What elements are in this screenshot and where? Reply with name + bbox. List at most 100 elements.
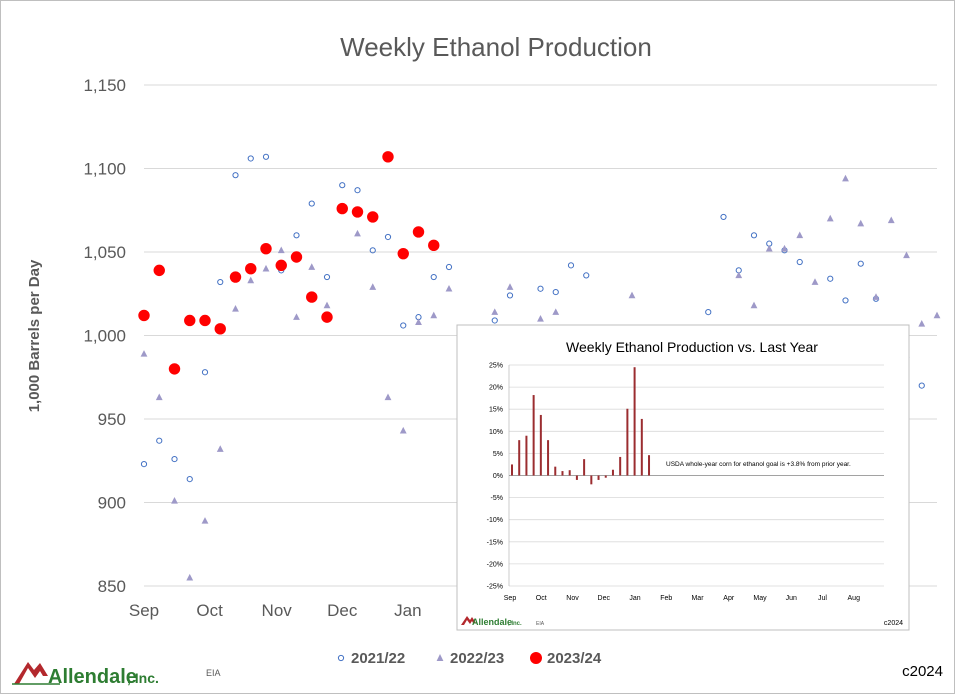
inset-bar: [640, 418, 643, 476]
point-2021-22: [506, 292, 514, 299]
data-points: [138, 151, 941, 581]
inset-y-tick-label: 10%: [489, 429, 503, 436]
point-2022-23: [887, 216, 895, 224]
inset-logo: Allendale , Inc.: [461, 616, 522, 627]
point-2021-22: [827, 275, 834, 282]
point-2021-22: [842, 297, 849, 304]
point-2022-23: [399, 426, 407, 434]
point-2021-22: [567, 262, 575, 269]
point-2022-23: [323, 301, 331, 309]
point-2021-22: [156, 437, 163, 444]
point-2023-24: [321, 311, 333, 323]
point-2023-24: [397, 247, 409, 260]
inset-annotation: USDA whole-year corn for ethanol goal is…: [666, 461, 851, 468]
point-2023-24: [290, 251, 303, 263]
y-tick-labels: 1,150 1,100 1,050 1,000 950 900 850: [83, 76, 126, 596]
inset-bar: [619, 456, 622, 476]
legend-label-2023-24: 2023/24: [547, 650, 602, 667]
inset-y-tick-labels: 25% 20% 15% 10% 5% 0% -5% -10% -15% -20% -25%: [487, 363, 503, 591]
inset-bar: [648, 455, 651, 476]
inset-y-tick-label: -20%: [487, 561, 503, 568]
point-2021-22: [705, 309, 712, 316]
inset-y-tick-label: 0%: [493, 473, 503, 480]
inset-y-tick-label: 25%: [489, 363, 503, 370]
point-2022-23: [491, 308, 499, 315]
legend-label-2022-23: 2022/23: [450, 650, 504, 667]
point-2021-22: [583, 272, 590, 279]
point-2022-23: [735, 271, 743, 279]
inset-x-tick-label: Nov: [566, 595, 579, 602]
point-2021-22: [918, 382, 925, 389]
logo-text: Allendale: [48, 666, 137, 688]
inset-bar: [633, 367, 636, 476]
inset-bar: [547, 440, 550, 476]
inset-y-tick-label: -10%: [487, 517, 503, 524]
inset-logo-text: Allendale: [472, 617, 512, 627]
inset-y-tick-label: 15%: [489, 407, 503, 414]
point-2021-22: [750, 232, 758, 239]
inset-y-tick-label: 5%: [493, 451, 503, 458]
point-2021-22: [232, 172, 239, 179]
point-2022-23: [796, 231, 804, 239]
point-2021-22: [491, 317, 498, 324]
point-2021-22: [537, 285, 544, 292]
point-2023-24: [351, 206, 364, 218]
inset-y-tick-label: -25%: [487, 584, 503, 591]
y-tick-label: 950: [98, 410, 126, 429]
point-2021-22: [186, 476, 193, 483]
point-2022-23: [186, 573, 194, 581]
inset-x-tick-label: Apr: [723, 595, 735, 602]
point-2021-22: [552, 288, 559, 296]
legend-item-2023-24: 2023/24: [530, 650, 602, 667]
point-2021-22: [262, 153, 270, 160]
inset-bar: [590, 475, 593, 485]
legend-marker-2021-22: [337, 654, 345, 662]
point-2022-23: [140, 350, 148, 357]
y-tick-label: 1,100: [83, 160, 126, 179]
x-tick-label: Sep: [129, 601, 159, 620]
point-2021-22: [857, 260, 864, 267]
y-axis-label: 1,000 Barrels per Day: [26, 259, 43, 412]
point-2023-24: [412, 226, 425, 238]
point-2022-23: [415, 318, 422, 325]
point-2022-23: [552, 308, 560, 315]
point-2021-22: [384, 233, 392, 241]
point-2023-24: [214, 323, 226, 335]
inset-x-tick-label: May: [753, 595, 767, 602]
point-2022-23: [155, 393, 163, 401]
point-2021-22: [140, 460, 148, 468]
inset-bar: [568, 470, 571, 476]
y-tick-label: 1,150: [83, 76, 126, 95]
point-2022-23: [171, 497, 178, 504]
point-2021-22: [796, 258, 803, 266]
inset-bar: [604, 475, 607, 478]
x-tick-label: Jan: [394, 601, 421, 620]
point-2022-23: [765, 244, 773, 252]
point-2021-22: [354, 187, 361, 194]
inset-x-tick-label: Jan: [629, 595, 640, 602]
inset-bar: [539, 414, 542, 476]
point-2022-23: [445, 284, 453, 292]
inset-x-tick-labels: Sep Oct Nov Dec Jan Feb Mar Apr May Jun Jul Aug: [504, 595, 860, 602]
inset-logo-suffix: , Inc.: [508, 621, 522, 627]
inset-source-label: EIA: [536, 621, 545, 627]
point-2023-24: [336, 202, 348, 215]
point-2022-23: [933, 311, 941, 319]
y-tick-label: 900: [98, 494, 126, 513]
inset-title: Weekly Ethanol Production vs. Last Year: [566, 339, 818, 355]
point-2022-23: [262, 264, 270, 272]
inset-bar: [583, 459, 586, 476]
point-2021-22: [720, 213, 727, 221]
point-2023-24: [260, 242, 272, 255]
point-2022-23: [506, 283, 514, 290]
inset-frame: [456, 324, 910, 631]
point-2022-23: [872, 293, 880, 300]
inset-y-tick-label: -5%: [491, 495, 503, 502]
inset-x-tick-label: Sep: [504, 595, 517, 602]
point-2021-22: [339, 182, 346, 189]
point-2021-22: [369, 247, 376, 254]
inset-chart: Weekly Ethanol Production vs. Last Year …: [456, 324, 910, 631]
legend-item-2022-23: 2022/23: [436, 650, 504, 667]
inset-bar: [611, 469, 614, 476]
inset-y-tick-label: 20%: [489, 385, 503, 392]
